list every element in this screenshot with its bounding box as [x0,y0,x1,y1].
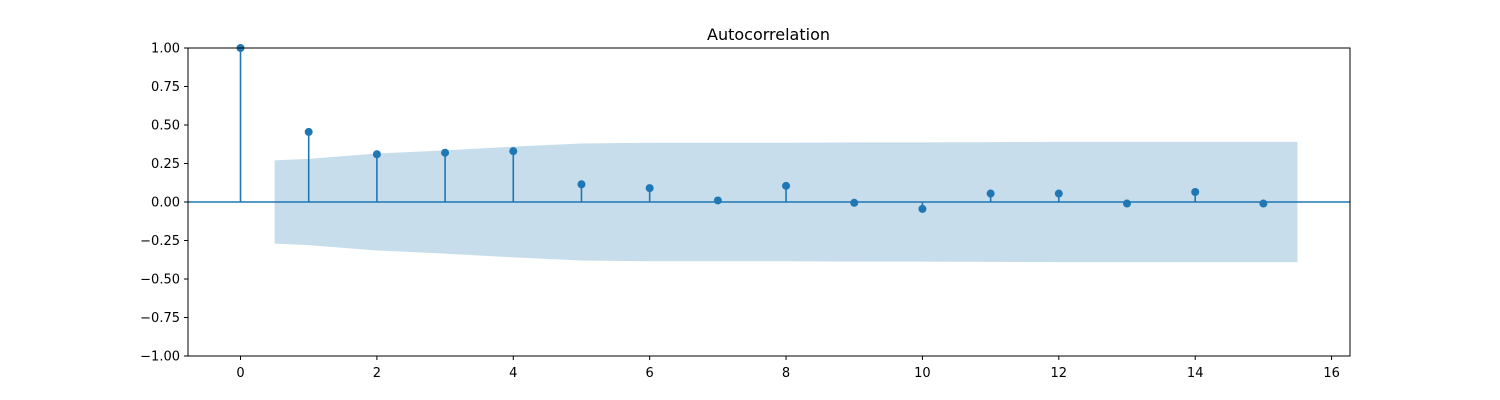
acf-point-lag-13 [1123,199,1132,208]
y-tick-label: −1.00 [140,350,180,365]
acf-point-lag-11 [986,189,995,198]
acf-point-lag-4 [509,147,518,156]
acf-point-lag-3 [441,148,450,157]
x-tick-label: 16 [1323,366,1340,381]
x-tick-label: 10 [914,366,931,381]
acf-point-lag-12 [1054,189,1063,198]
y-tick-label: 0.75 [151,80,180,95]
acf-point-lag-15 [1259,199,1268,208]
y-tick-label: 0.50 [151,119,180,134]
x-tick-label: 2 [373,366,381,381]
y-tick-label: 0.25 [151,157,180,172]
y-tick-label: −0.75 [140,311,180,326]
acf-point-lag-5 [577,180,586,189]
x-tick-label: 6 [646,366,654,381]
acf-point-lag-8 [782,181,791,190]
acf-point-lag-6 [645,184,654,193]
y-tick-label: 0.00 [151,196,180,211]
chart-title: Autocorrelation [707,25,830,44]
plot-area: 0 2 4 6 8 10 12 14 16 1.00 0.75 0.50 0.25 0.00 −0.25 −0… [140,42,1351,381]
acf-point-lag-10 [918,204,927,213]
x-tick-label: 4 [509,366,517,381]
y-tick-label: −0.25 [140,234,180,249]
y-tick-label: 1.00 [151,42,180,57]
x-tick-label: 8 [782,366,790,381]
acf-point-lag-2 [372,150,381,159]
x-tick-label: 0 [236,366,244,381]
acf-point-lag-1 [304,127,313,136]
acf-point-lag-7 [713,196,722,205]
y-tick-label: −0.50 [140,273,180,288]
x-tick-label: 14 [1187,366,1204,381]
acf-point-lag-9 [850,198,859,207]
acf-point-lag-14 [1191,187,1200,196]
x-tick-label: 12 [1051,366,1068,381]
